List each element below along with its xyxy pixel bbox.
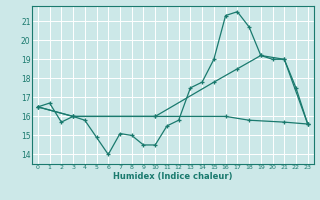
X-axis label: Humidex (Indice chaleur): Humidex (Indice chaleur) [113,172,233,181]
